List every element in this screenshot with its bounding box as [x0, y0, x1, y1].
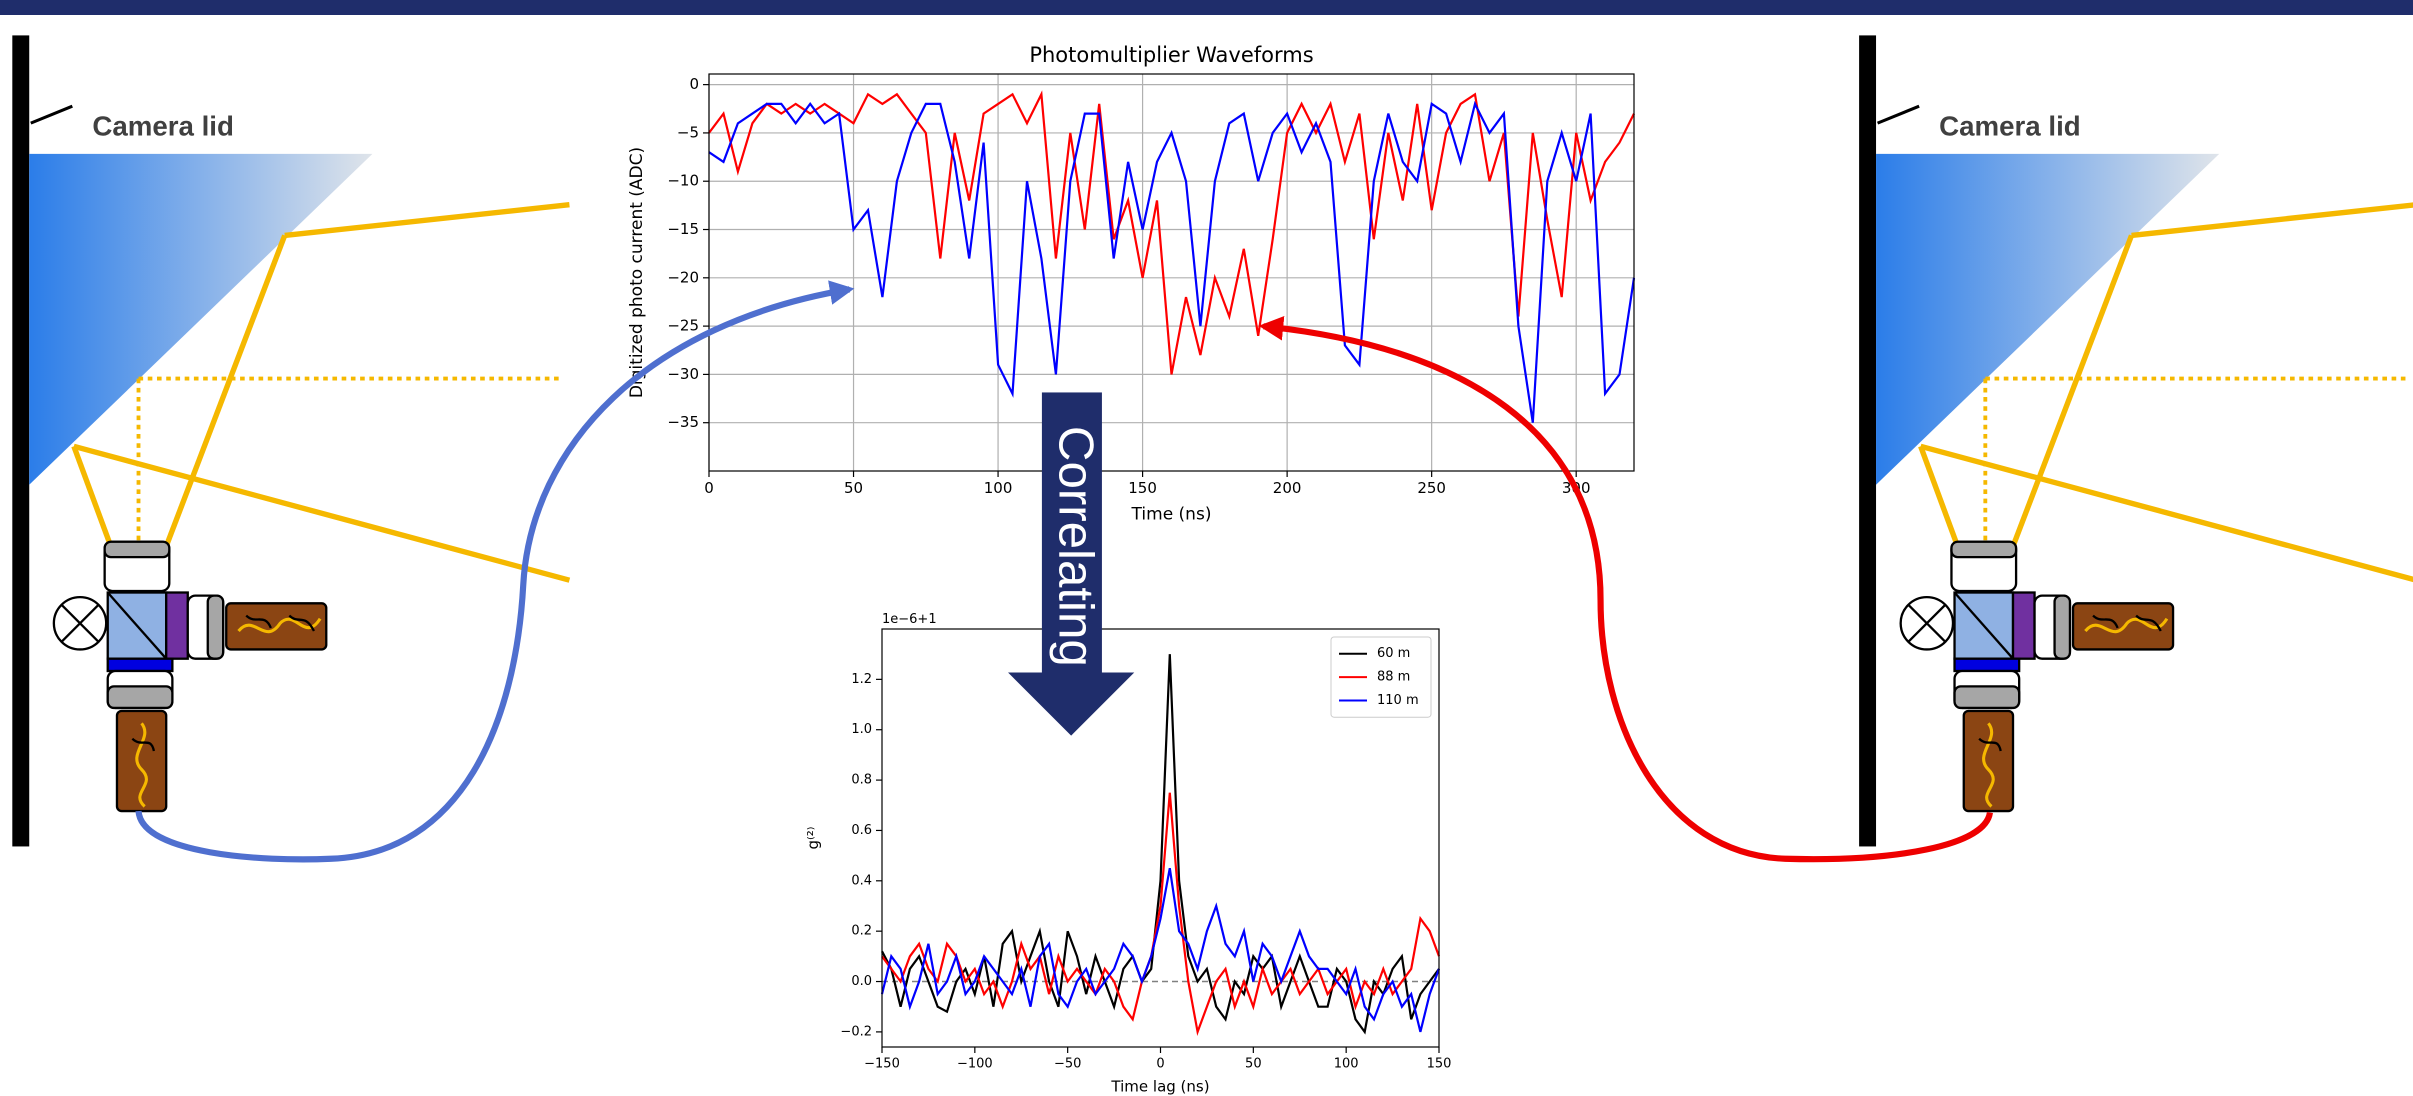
x-tick-label: 200 [1273, 479, 1302, 497]
page: {"diagram": {"labels": ["Camera lid", "C… [0, 0, 2413, 1096]
x-tick-label: 50 [1245, 1056, 1262, 1071]
y-tick-label: 0.6 [851, 823, 872, 838]
x-tick-label: 0 [704, 479, 714, 497]
x-tick-label: −50 [1054, 1056, 1081, 1071]
y-tick-label: −0.2 [840, 1024, 872, 1039]
camera-lid-label: Camera lid [1939, 110, 2081, 141]
x-tick-label: 100 [984, 479, 1013, 497]
y-tick-label: −20 [667, 268, 699, 286]
y-tick-label: 1.0 [851, 722, 872, 737]
camera-lid-label: Camera lid [92, 110, 234, 141]
offset-label: 1e−6+1 [882, 612, 937, 627]
x-tick-label: 150 [1128, 479, 1157, 497]
y-tick-label: −25 [667, 317, 699, 335]
y-tick-label: 0.4 [851, 873, 872, 888]
x-axis-label: Time (ns) [1131, 505, 1212, 525]
legend-label: 60 m [1377, 646, 1410, 661]
x-tick-label: −150 [864, 1056, 900, 1071]
y-tick-label: −5 [677, 123, 699, 141]
x-tick-label: 0 [1156, 1056, 1164, 1071]
figure: Camera lid Camera lid 050100150200250300… [0, 0, 2413, 1096]
y-tick-label: −10 [667, 172, 699, 190]
x-axis-label: Time lag (ns) [1110, 1078, 1209, 1096]
y-tick-label: 0 [689, 75, 699, 93]
x-tick-label: −100 [957, 1056, 993, 1071]
y-axis-label: Digitized photo current (ADC) [627, 147, 647, 398]
legend-label: 110 m [1377, 693, 1419, 708]
y-axis-label: g⁽²⁾ [804, 827, 822, 850]
legend-label: 88 m [1377, 670, 1410, 685]
y-tick-label: −15 [667, 220, 699, 238]
x-tick-label: 50 [844, 479, 863, 497]
y-tick-label: 1.2 [851, 672, 872, 687]
y-tick-label: 0.8 [851, 773, 872, 788]
y-tick-label: −35 [667, 413, 699, 431]
y-tick-label: 0.0 [851, 974, 872, 989]
telescope-right [1859, 35, 2413, 846]
y-tick-label: −30 [667, 365, 699, 383]
header-bar [0, 0, 2413, 15]
telescope-left [12, 35, 569, 846]
y-tick-label: 0.2 [851, 924, 872, 939]
correlating-label: Correlating [1049, 426, 1104, 667]
chart-title: Photomultiplier Waveforms [1029, 43, 1313, 67]
x-tick-label: 250 [1417, 479, 1446, 497]
x-tick-label: 150 [1427, 1056, 1452, 1071]
x-tick-label: 100 [1334, 1056, 1359, 1071]
